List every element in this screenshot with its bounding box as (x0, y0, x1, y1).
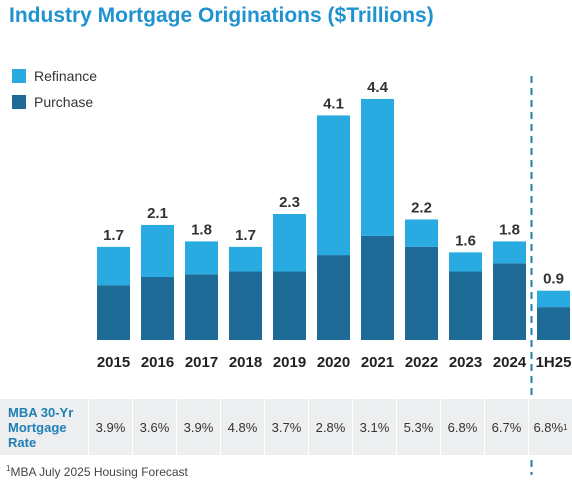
rate-cell: 3.7% (264, 399, 308, 455)
bar-purchase-2018 (229, 271, 262, 340)
rate-value: 3.7% (271, 419, 302, 435)
legend-label-refinance: Refinance (34, 68, 98, 84)
footnote-mark: 1 (563, 422, 568, 432)
legend: Refinance Purchase (12, 63, 97, 115)
bar-purchase-2021 (361, 235, 394, 340)
bar-refinance-1h25 (537, 290, 570, 308)
bar-refinance-2021 (361, 98, 394, 236)
rate-value: 3.9% (183, 419, 214, 435)
rate-value: 3.1% (359, 419, 390, 435)
bar-refinance-2016 (141, 224, 174, 277)
bar-refinance-2022 (405, 219, 438, 247)
x-tick-label: 2024 (493, 354, 527, 371)
bar-total-label: 2.1 (147, 205, 168, 222)
rate-value: 3.6% (139, 419, 170, 435)
rate-value: 6.8% (533, 419, 564, 435)
x-tick-label: 2016 (141, 354, 174, 371)
bar-total-label: 1.8 (499, 221, 520, 238)
rate-value: 5.3% (403, 419, 434, 435)
x-tick-label: 2023 (449, 354, 482, 371)
legend-label-purchase: Purchase (34, 94, 94, 110)
rate-cell: 4.8% (220, 399, 264, 455)
rate-cell: 3.1% (352, 399, 396, 455)
rate-value: 3.9% (95, 419, 126, 435)
bar-refinance-2015 (97, 246, 130, 286)
bar-total-label: 0.9 (543, 271, 564, 288)
rate-cell: 6.7% (484, 399, 528, 455)
x-tick-label: 2021 (361, 354, 394, 371)
footnote-mark: 1 (6, 464, 11, 473)
bar-purchase-2015 (97, 285, 130, 340)
bar-total-label: 2.2 (411, 199, 432, 216)
rate-cell: 5.3% (396, 399, 440, 455)
bar-refinance-2017 (185, 241, 218, 275)
rate-cell: 6.8% (440, 399, 484, 455)
bar-purchase-2019 (273, 271, 306, 340)
chart-title: Industry Mortgage Originations ($Trillio… (9, 4, 434, 27)
rate-value: 2.8% (315, 419, 346, 435)
x-tick-label: 2022 (405, 354, 438, 371)
legend-item-refinance: Refinance (12, 63, 97, 89)
mortgage-rate-table: MBA 30-Yr Mortgage Rate 3.9% 3.6% 3.9% 4… (0, 399, 572, 455)
rate-label-line: Mortgage (8, 420, 67, 435)
bar-refinance-2024 (493, 241, 526, 264)
bar-purchase-1h25 (537, 307, 570, 340)
bar-refinance-2018 (229, 246, 262, 272)
bar-purchase-2022 (405, 246, 438, 340)
footnote: 1MBA July 2025 Housing Forecast (6, 464, 188, 479)
rate-cell: 3.9% (88, 399, 132, 455)
legend-swatch-refinance (12, 69, 26, 83)
bar-refinance-2023 (449, 252, 482, 272)
bar-total-label: 1.7 (103, 227, 124, 244)
rate-cell: 3.6% (132, 399, 176, 455)
bar-total-label: 1.7 (235, 227, 256, 244)
x-tick-label: 2017 (185, 354, 218, 371)
footnote-text: MBA July 2025 Housing Forecast (10, 465, 188, 479)
bar-total-label: 4.4 (367, 79, 389, 96)
bar-purchase-2016 (141, 277, 174, 340)
rate-value: 4.8% (227, 419, 258, 435)
bar-total-label: 1.8 (191, 221, 212, 238)
rate-value: 6.8% (447, 419, 478, 435)
bar-purchase-2017 (185, 274, 218, 340)
rate-cell: 2.8% (308, 399, 352, 455)
bar-total-label: 4.1 (323, 95, 344, 112)
rate-cell: 6.8% 1 (528, 399, 572, 455)
rate-label-line: Rate (8, 435, 37, 450)
x-tick-label: 2020 (317, 354, 350, 371)
bar-purchase-2023 (449, 271, 482, 340)
x-tick-label: 2015 (97, 354, 130, 371)
rate-label-line: MBA 30-Yr (8, 405, 74, 420)
bar-purchase-2024 (493, 263, 526, 340)
bar-refinance-2019 (273, 214, 306, 272)
bar-total-label: 2.3 (279, 194, 300, 211)
legend-item-purchase: Purchase (12, 89, 97, 115)
bar-purchase-2020 (317, 255, 350, 340)
rate-table-label: MBA 30-Yr Mortgage Rate (0, 399, 88, 455)
x-tick-label: 2018 (229, 354, 262, 371)
x-tick-label: 1H25 (536, 354, 572, 371)
bar-refinance-2020 (317, 115, 350, 256)
rate-cell: 3.9% (176, 399, 220, 455)
bar-chart: 1.7 2015 2.1 2016 1.8 2017 1.7 2018 2.3 2019 4.1 20… (97, 76, 572, 475)
rate-value: 6.7% (491, 419, 522, 435)
legend-swatch-purchase (12, 95, 26, 109)
x-tick-label: 2019 (273, 354, 306, 371)
bar-total-label: 1.6 (455, 232, 476, 249)
